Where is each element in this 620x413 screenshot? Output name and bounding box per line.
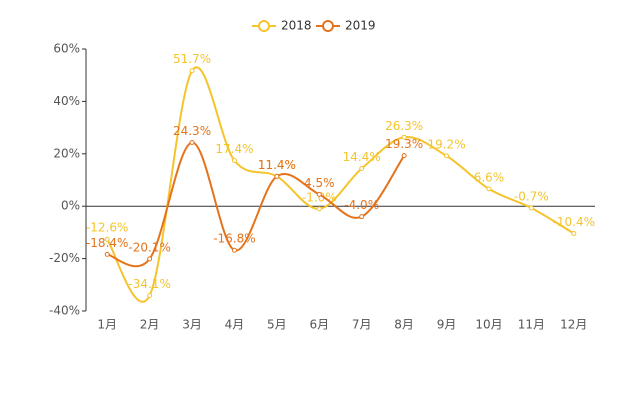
point <box>486 186 492 192</box>
y-tick-label: -40% <box>49 304 80 318</box>
data-label: 11.4% <box>258 158 296 172</box>
point <box>231 158 237 164</box>
point <box>444 153 450 159</box>
x-tick-label: 3月 <box>182 318 202 332</box>
data-label: 26.3% <box>385 119 423 133</box>
legend-label: 2019 <box>345 19 376 33</box>
data-label: -18.4% <box>86 236 128 250</box>
x-tick-label: 12月 <box>560 318 587 332</box>
data-label: -34.1% <box>128 277 170 291</box>
y-tick-label: -20% <box>49 251 80 265</box>
point <box>401 153 407 159</box>
data-label: 14.4% <box>343 150 381 164</box>
x-tick-label: 9月 <box>437 318 457 332</box>
point <box>359 165 365 171</box>
data-label: 51.7% <box>173 52 211 66</box>
point <box>104 251 110 257</box>
point <box>231 247 237 253</box>
x-tick-label: 1月 <box>97 318 117 332</box>
series-line <box>106 66 575 303</box>
point <box>104 236 110 242</box>
x-tick-label: 4月 <box>225 318 245 332</box>
point <box>401 134 407 140</box>
point <box>316 206 322 212</box>
y-tick-label: 60% <box>53 42 80 56</box>
x-tick-label: 2月 <box>140 318 160 332</box>
point <box>571 230 577 236</box>
x-tick-label: 5月 <box>267 318 287 332</box>
series-line <box>106 141 405 268</box>
x-tick-label: 11月 <box>518 318 545 332</box>
data-label: 4.5% <box>304 176 335 190</box>
point <box>189 140 195 146</box>
point <box>147 293 153 299</box>
point <box>528 205 534 211</box>
point <box>189 68 195 74</box>
y-tick-label: 20% <box>53 146 80 160</box>
point <box>316 191 322 197</box>
data-label: -12.6% <box>86 221 128 235</box>
legend-marker <box>322 20 334 32</box>
legend-marker <box>258 20 270 32</box>
data-label: 11.4% <box>258 158 296 172</box>
data-label: 19.3% <box>385 137 423 151</box>
x-tick-label: 10月 <box>475 318 502 332</box>
x-tick-label: 8月 <box>394 318 414 332</box>
y-tick-label: 0% <box>61 199 80 213</box>
data-label: 24.3% <box>173 124 211 138</box>
data-label: -20.1% <box>128 240 170 254</box>
data-label: -4.0% <box>344 198 379 212</box>
point <box>147 256 153 262</box>
x-tick-label: 6月 <box>309 318 329 332</box>
y-tick-label: 40% <box>53 94 80 108</box>
legend-label: 2018 <box>281 19 312 33</box>
data-label: -0.7% <box>514 190 549 204</box>
x-tick-label: 7月 <box>352 318 372 332</box>
data-label: 19.2% <box>427 137 465 151</box>
data-label: -16.8% <box>213 232 255 246</box>
data-label: 17.4% <box>215 142 253 156</box>
data-label: -10.4% <box>553 215 595 229</box>
point <box>274 173 280 179</box>
point <box>359 214 365 220</box>
data-label: 6.6% <box>474 170 505 184</box>
